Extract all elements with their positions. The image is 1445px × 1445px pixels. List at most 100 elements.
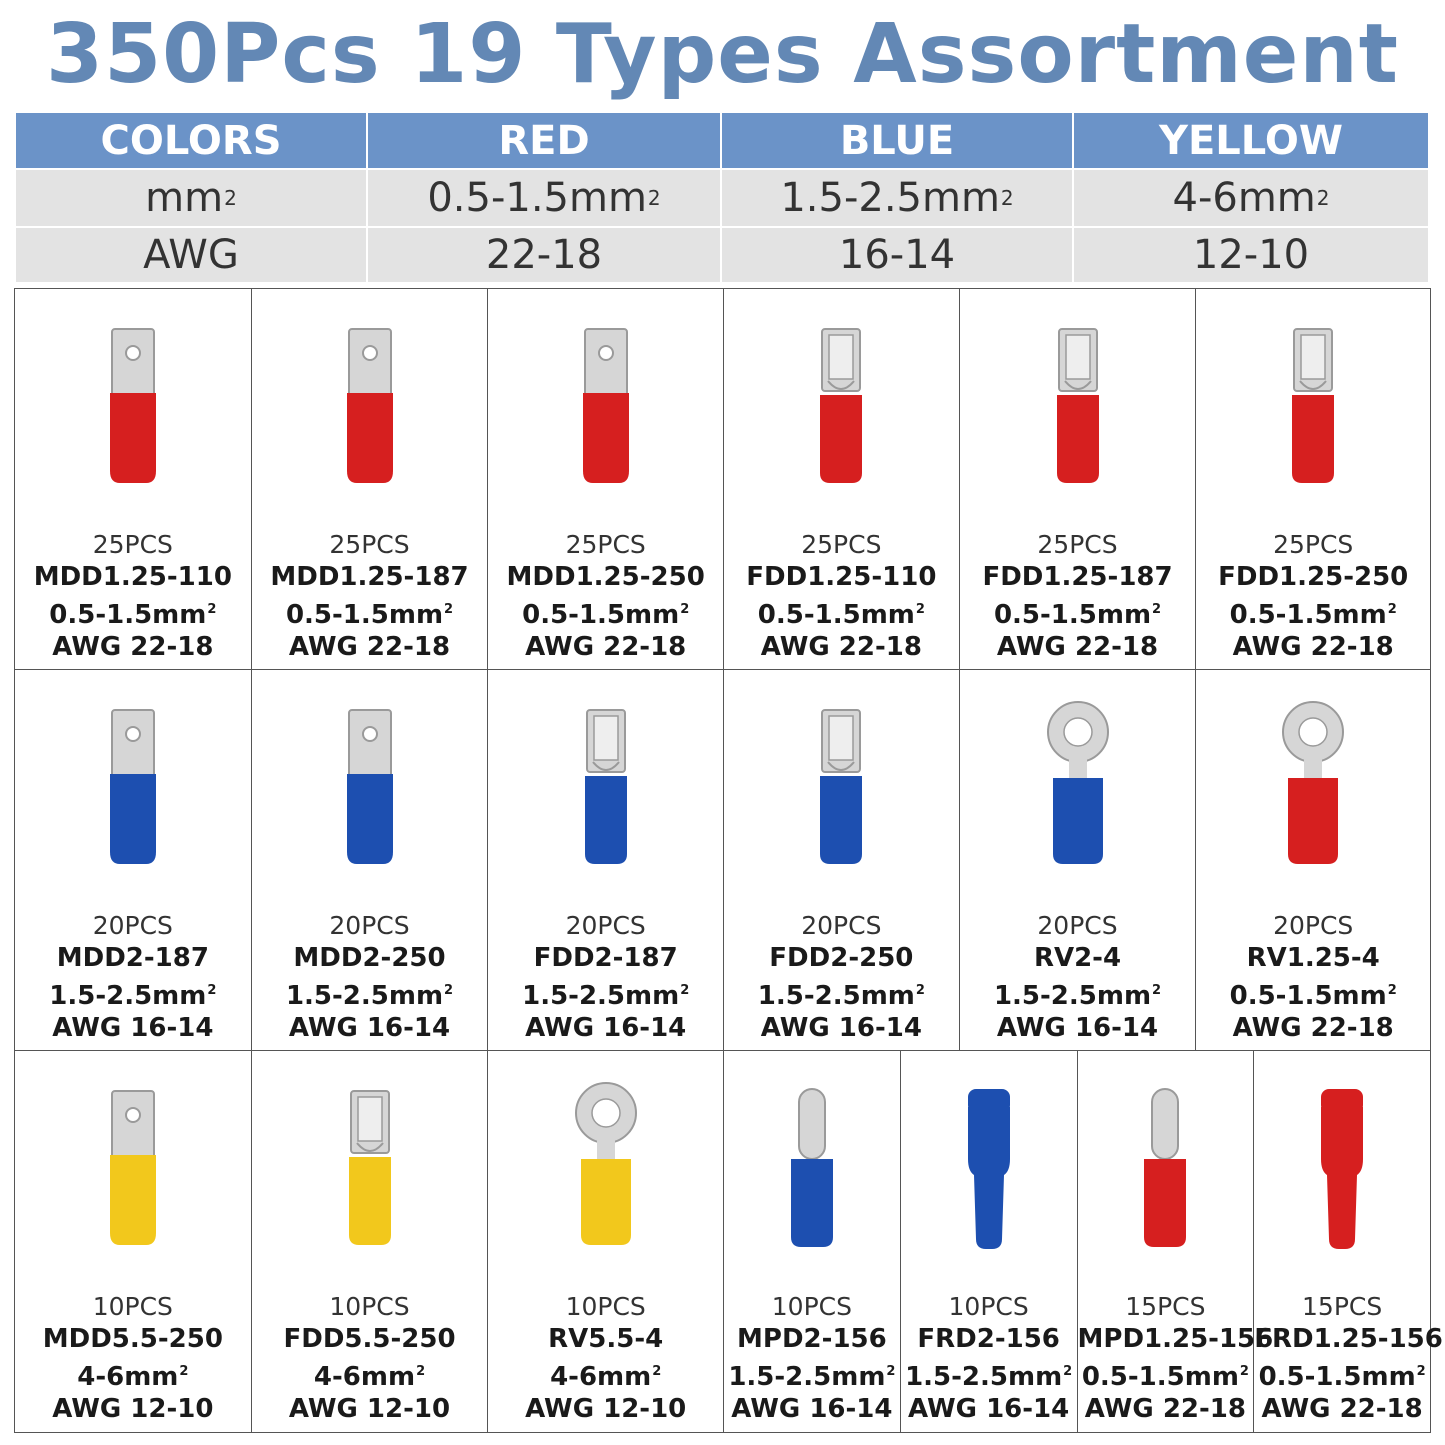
- terminal-quantity: 25PCS: [1273, 530, 1354, 559]
- spec-mm-blue: 1.5-2.5mm 2: [722, 170, 1074, 226]
- terminal-model: MDD1.25-250: [506, 562, 705, 592]
- terminal-quantity: 20PCS: [329, 911, 410, 940]
- bullet-male-terminal-image: [1078, 1051, 1254, 1291]
- terminal-model: RV5.5-4: [548, 1324, 664, 1354]
- terminal-awg: AWG 16-14: [525, 1013, 687, 1043]
- terminal-card: 25PCS MDD1.25-187 0.5-1.5mm2 AWG 22-18: [251, 289, 489, 670]
- terminal-card: 10PCS FRD2-156 1.5-2.5mm2 AWG 16-14: [901, 1051, 1078, 1433]
- terminal-wire-range: 0.5-1.5mm2: [1229, 600, 1397, 630]
- terminal-labels: 20PCS RV1.25-4 0.5-1.5mm2 AWG 22-18: [1196, 910, 1430, 1044]
- terminal-awg: AWG 12-10: [288, 1394, 451, 1424]
- terminal-grid: 25PCS MDD1.25-110 0.5-1.5mm2 AWG 22-18 25PCS…: [14, 288, 1443, 1433]
- terminal-model: MDD5.5-250: [42, 1324, 223, 1354]
- terminal-awg: AWG 16-14: [908, 1394, 1070, 1424]
- terminal-awg: AWG 22-18: [1084, 1394, 1246, 1424]
- terminal-wire-range: 0.5-1.5mm2: [757, 600, 925, 630]
- bullet-male-terminal-image: [724, 1051, 900, 1291]
- terminal-awg: AWG 16-14: [996, 1013, 1159, 1043]
- terminal-wire-range: 1.5-2.5mm2: [285, 981, 454, 1011]
- terminal-row: 25PCS MDD1.25-110 0.5-1.5mm2 AWG 22-18 25PCS…: [15, 289, 1431, 670]
- terminal-quantity: 10PCS: [329, 1292, 410, 1321]
- terminal-card: 20PCS RV1.25-4 0.5-1.5mm2 AWG 22-18: [1196, 670, 1431, 1051]
- terminal-row: 10PCS MDD5.5-250 4-6mm2 AWG 12-10 10PCS FDD5.…: [15, 1051, 1443, 1433]
- terminal-model: MDD2-187: [56, 943, 209, 973]
- spec-header-yellow: YELLOW: [1074, 113, 1428, 168]
- terminal-labels: 20PCS FDD2-250 1.5-2.5mm2 AWG 16-14: [724, 910, 959, 1044]
- terminal-model: MPD1.25-156: [1077, 1324, 1274, 1354]
- terminal-card: 25PCS FDD1.25-187 0.5-1.5mm2 AWG 22-18: [959, 289, 1197, 670]
- terminal-wire-range: 0.5-1.5mm2: [1081, 1362, 1249, 1392]
- terminal-wire-range: 4-6mm2: [550, 1362, 662, 1392]
- terminal-model: MDD1.25-110: [33, 562, 232, 592]
- terminal-wire-range: 1.5-2.5mm2: [993, 981, 1162, 1011]
- terminal-awg: AWG 12-10: [52, 1394, 214, 1424]
- bullet-female-terminal-image: [1254, 1051, 1430, 1291]
- terminal-awg: AWG 22-18: [1232, 1013, 1394, 1043]
- terminal-wire-range: 1.5-2.5mm2: [49, 981, 217, 1011]
- terminal-awg: AWG 22-18: [525, 632, 687, 662]
- terminal-model: FDD2-187: [533, 943, 678, 973]
- female-spade-terminal-image: [724, 289, 959, 529]
- terminal-awg: AWG 16-14: [731, 1394, 893, 1424]
- spec-table: COLORS RED BLUE YELLOW mm 2 0.5-1.5mm 2 1.…: [16, 113, 1428, 282]
- spec-awg-blue: 16-14: [722, 228, 1074, 282]
- terminal-awg: AWG 22-18: [1232, 632, 1394, 662]
- terminal-wire-range: 0.5-1.5mm2: [993, 600, 1162, 630]
- terminal-wire-range: 0.5-1.5mm2: [1258, 1362, 1426, 1392]
- terminal-card: 25PCS MDD1.25-110 0.5-1.5mm2 AWG 22-18: [15, 289, 252, 670]
- male-spade-terminal-image: [15, 1051, 251, 1291]
- female-spade-terminal-image: [724, 670, 959, 910]
- female-spade-terminal-image: [1196, 289, 1430, 529]
- spec-awg-red: 22-18: [368, 228, 722, 282]
- terminal-model: FRD2-156: [917, 1324, 1060, 1354]
- terminal-awg: AWG 16-14: [760, 1013, 922, 1043]
- terminal-model: FDD1.25-250: [1218, 562, 1409, 592]
- spec-awg-yellow: 12-10: [1074, 228, 1428, 282]
- terminal-model: FDD2-250: [769, 943, 914, 973]
- terminal-awg: AWG 22-18: [760, 632, 922, 662]
- terminal-labels: 15PCS MPD1.25-156 0.5-1.5mm2 AWG 22-18: [1077, 1291, 1274, 1425]
- terminal-labels: 25PCS MDD1.25-187 0.5-1.5mm2 AWG 22-18: [252, 529, 488, 663]
- terminal-model: RV2-4: [1033, 943, 1122, 973]
- terminal-card: 20PCS MDD2-187 1.5-2.5mm2 AWG 16-14: [15, 670, 252, 1051]
- male-spade-terminal-image: [488, 289, 723, 529]
- terminal-labels: 10PCS FRD2-156 1.5-2.5mm2 AWG 16-14: [901, 1291, 1077, 1425]
- terminal-quantity: 20PCS: [1273, 911, 1354, 940]
- terminal-card: 20PCS RV2-4 1.5-2.5mm2 AWG 16-14: [959, 670, 1197, 1051]
- terminal-quantity: 20PCS: [1037, 911, 1118, 940]
- terminal-labels: 20PCS MDD2-187 1.5-2.5mm2 AWG 16-14: [15, 910, 251, 1044]
- terminal-card: 25PCS FDD1.25-110 0.5-1.5mm2 AWG 22-18: [724, 289, 960, 670]
- terminal-awg: AWG 22-18: [288, 632, 451, 662]
- terminal-card: 20PCS MDD2-250 1.5-2.5mm2 AWG 16-14: [251, 670, 489, 1051]
- ring-terminal-image: [1196, 670, 1430, 910]
- terminal-labels: 10PCS FDD5.5-250 4-6mm2 AWG 12-10: [252, 1291, 488, 1425]
- terminal-quantity: 10PCS: [771, 1292, 852, 1321]
- terminal-card: 15PCS FRD1.25-156 0.5-1.5mm2 AWG 22-18: [1254, 1051, 1443, 1433]
- terminal-quantity: 10PCS: [565, 1292, 646, 1321]
- male-spade-terminal-image: [252, 289, 488, 529]
- spec-header-blue: BLUE: [722, 113, 1074, 168]
- spec-awg-label: AWG: [16, 228, 368, 282]
- terminal-wire-range: 1.5-2.5mm2: [728, 1362, 896, 1392]
- terminal-labels: 10PCS RV5.5-4 4-6mm2 AWG 12-10: [488, 1291, 723, 1425]
- terminal-quantity: 10PCS: [92, 1292, 173, 1321]
- male-spade-terminal-image: [15, 670, 251, 910]
- terminal-wire-range: 1.5-2.5mm2: [522, 981, 690, 1011]
- terminal-model: FDD1.25-110: [746, 562, 937, 592]
- terminal-labels: 25PCS FDD1.25-110 0.5-1.5mm2 AWG 22-18: [724, 529, 959, 663]
- terminal-card: 10PCS MPD2-156 1.5-2.5mm2 AWG 16-14: [724, 1051, 901, 1433]
- terminal-wire-range: 4-6mm2: [77, 1362, 189, 1392]
- terminal-quantity: 20PCS: [92, 911, 173, 940]
- terminal-wire-range: 1.5-2.5mm2: [757, 981, 925, 1011]
- terminal-quantity: 15PCS: [1125, 1292, 1206, 1321]
- terminal-model: FRD1.25-156: [1254, 1324, 1443, 1354]
- spec-mm-label: mm 2: [16, 170, 368, 226]
- terminal-model: RV1.25-4: [1246, 943, 1380, 973]
- terminal-awg: AWG 22-18: [996, 632, 1159, 662]
- terminal-labels: 15PCS FRD1.25-156 0.5-1.5mm2 AWG 22-18: [1254, 1291, 1443, 1425]
- spec-header-row: COLORS RED BLUE YELLOW: [16, 113, 1428, 168]
- female-spade-terminal-image: [960, 289, 1196, 529]
- male-spade-terminal-image: [252, 670, 488, 910]
- spec-header-red: RED: [368, 113, 722, 168]
- terminal-awg: AWG 16-14: [52, 1013, 214, 1043]
